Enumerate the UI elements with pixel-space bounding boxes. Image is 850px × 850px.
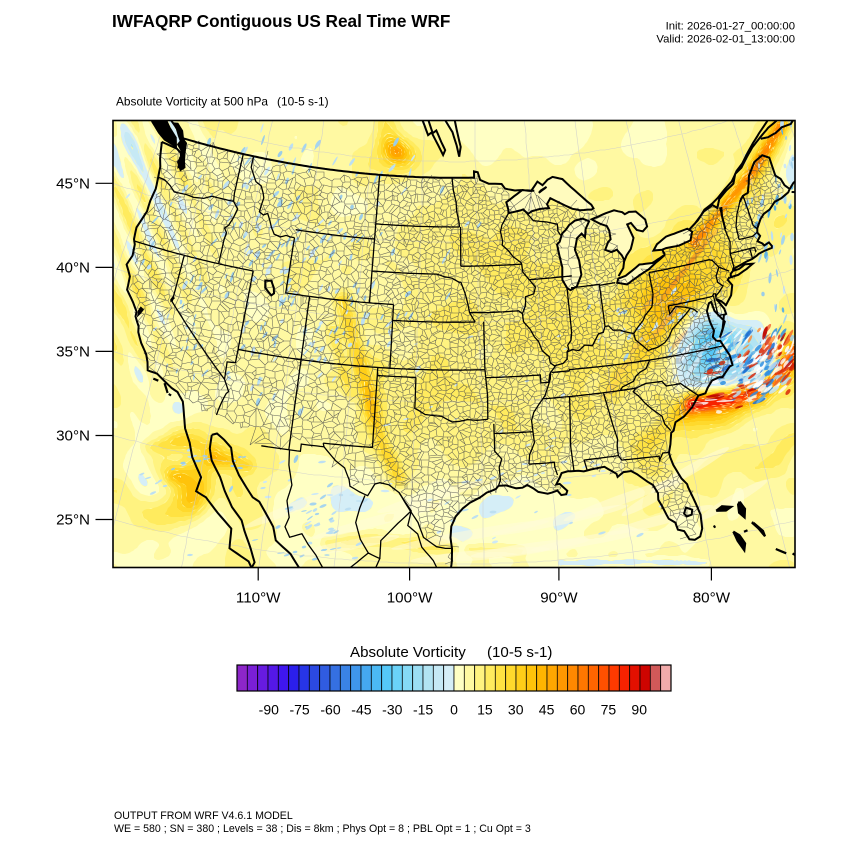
svg-text:35°N: 35°N (56, 343, 90, 360)
svg-text:30°N: 30°N (56, 428, 90, 445)
svg-text:-30: -30 (382, 702, 402, 718)
svg-text:Absolute Vorticity at 500 hPa: Absolute Vorticity at 500 hPa (116, 95, 268, 109)
svg-text:45: 45 (539, 702, 555, 718)
svg-text:75: 75 (601, 702, 617, 718)
svg-text:100°W: 100°W (387, 590, 433, 607)
svg-text:OUTPUT FROM WRF V4.6.1 MODEL: OUTPUT FROM WRF V4.6.1 MODEL (114, 810, 293, 822)
svg-text:30: 30 (508, 702, 524, 718)
svg-text:(10-5 s-1): (10-5 s-1) (277, 95, 329, 109)
svg-text:Valid: 2026-02-01_13:00:00: Valid: 2026-02-01_13:00:00 (656, 34, 795, 46)
svg-text:IWFAQRP Contiguous US Real Tim: IWFAQRP Contiguous US Real Time WRF (112, 11, 450, 31)
svg-text:80°W: 80°W (693, 590, 731, 607)
svg-text:(10-5 s-1): (10-5 s-1) (487, 644, 552, 661)
svg-text:-15: -15 (413, 702, 433, 718)
svg-text:WE = 580 ; SN = 380 ; Levels =: WE = 580 ; SN = 380 ; Levels = 38 ; Dis … (114, 823, 531, 835)
svg-text:-45: -45 (351, 702, 371, 718)
svg-text:Absolute Vorticity: Absolute Vorticity (350, 644, 466, 661)
svg-text:Init: 2026-01-27_00:00:00: Init: 2026-01-27_00:00:00 (666, 21, 795, 33)
svg-text:25°N: 25°N (56, 512, 90, 529)
svg-text:45°N: 45°N (56, 175, 90, 192)
svg-text:40°N: 40°N (56, 259, 90, 276)
svg-text:90°W: 90°W (540, 590, 578, 607)
svg-text:110°W: 110°W (236, 590, 281, 607)
svg-text:0: 0 (450, 702, 458, 718)
svg-text:90: 90 (631, 702, 647, 718)
svg-text:-75: -75 (289, 702, 309, 718)
svg-text:-60: -60 (320, 702, 340, 718)
svg-text:60: 60 (570, 702, 586, 718)
svg-text:-90: -90 (259, 702, 279, 718)
svg-text:15: 15 (477, 702, 493, 718)
